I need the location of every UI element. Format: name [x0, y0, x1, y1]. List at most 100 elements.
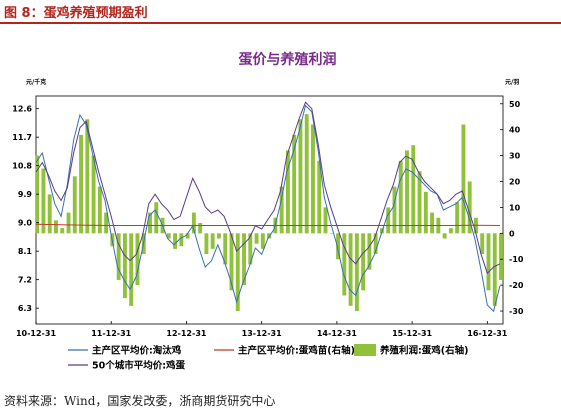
right-tick-label: 0 — [509, 229, 515, 238]
profit-bar — [85, 119, 90, 234]
right-tick-label: -30 — [509, 307, 524, 316]
profit-bar — [423, 191, 428, 234]
legend-label-egg: 50个城市平均价:鸡蛋 — [92, 360, 186, 372]
profit-bar — [148, 212, 152, 234]
profit-bar — [129, 233, 134, 306]
right-tick-label: 40 — [509, 126, 521, 135]
profit-bar — [354, 233, 359, 312]
profit-bar — [323, 207, 328, 234]
figure-header: 图 8：蛋鸡养殖预期盈利 — [0, 0, 561, 24]
profit-bar — [386, 207, 391, 234]
profit-bar — [54, 220, 58, 234]
profit-bar — [311, 124, 315, 234]
profit-bar — [166, 233, 171, 239]
profit-bar — [47, 194, 52, 234]
profit-bar — [336, 233, 340, 260]
profit-bar — [417, 171, 422, 234]
profit-bar — [242, 233, 246, 286]
profit-bar — [361, 233, 366, 291]
legend-label-hen: 主产区平均价:淘汰鸡 — [92, 345, 182, 357]
left-tick-label: 9.0 — [18, 219, 33, 228]
chart-title: 蛋价与养殖利润 — [239, 51, 337, 68]
left-tick-label: 6.3 — [18, 304, 32, 313]
profit-bar — [405, 150, 409, 234]
profit-bar — [430, 212, 435, 234]
left-axis-unit: 元/千克 — [26, 78, 46, 86]
profit-bar — [367, 233, 372, 270]
profit-bar — [373, 233, 378, 255]
profit-bar — [229, 233, 234, 291]
profit-bar — [254, 233, 259, 244]
left-tick-label: 8.1 — [18, 247, 33, 256]
profit-bar — [486, 233, 491, 291]
profit-bar — [235, 233, 240, 312]
right-tick-label: -20 — [509, 281, 524, 290]
left-tick-label: 11.7 — [12, 133, 32, 142]
profit-bar — [91, 155, 96, 234]
left-tick-label: 9.9 — [18, 190, 33, 199]
left-tick-label: 7.2 — [18, 276, 32, 285]
right-tick-label: -10 — [509, 255, 524, 264]
profit-bar — [398, 160, 403, 234]
profit-bar — [285, 150, 290, 234]
x-tick-label: 12-12-31 — [166, 329, 206, 338]
profit-bar — [60, 228, 65, 234]
profit-bar — [411, 145, 416, 234]
x-tick-label: 16-12-31 — [467, 329, 507, 338]
profit-bar — [79, 134, 83, 234]
left-tick-label: 12.6 — [12, 105, 32, 114]
profit-bar — [122, 233, 127, 299]
profit-bar — [292, 134, 297, 234]
x-tick-label: 13-12-31 — [242, 329, 282, 338]
profit-bar — [204, 233, 209, 255]
profit-bar — [191, 212, 196, 234]
profit-bar — [97, 186, 102, 234]
profit-bar — [210, 233, 215, 249]
profit-bar — [392, 186, 397, 234]
series-line-hen_line — [35, 104, 501, 313]
figure-title: 图 8：蛋鸡养殖预期盈利 — [4, 6, 148, 21]
profit-bar — [461, 124, 466, 234]
x-tick-label: 15-12-31 — [392, 329, 432, 338]
profit-bar — [173, 233, 178, 249]
profit-bar — [248, 233, 253, 265]
profit-bar — [448, 228, 453, 234]
figure-source: 资料来源：Wind，国家发改委，浙商期货研究中心 — [4, 394, 276, 408]
profit-bar — [198, 222, 203, 234]
profit-bar — [492, 233, 497, 306]
profit-bar — [217, 233, 221, 239]
profit-bar — [304, 114, 309, 234]
profit-bar — [279, 186, 284, 234]
profit-bar — [455, 202, 460, 234]
right-tick-label: 50 — [509, 100, 521, 109]
profit-bar — [467, 181, 472, 234]
profit-bar — [116, 233, 121, 280]
legend-label-profit: 养殖利润:蛋鸡(右轴) — [379, 345, 468, 357]
x-tick-label: 10-12-31 — [16, 329, 56, 338]
chart-panel: 蛋价与养殖利润元/千克 元/羽 6.3 7.2 8.1 9.0 9.9 10.8 11.7 12.… — [2, 32, 559, 384]
x-tick-label: 11-12-31 — [91, 329, 131, 338]
profit-bar — [442, 233, 447, 239]
profit-bar — [72, 176, 77, 234]
series-line-egg_line — [35, 101, 501, 275]
profit-bar — [260, 233, 265, 249]
profit-bar — [329, 233, 334, 234]
profit-bar — [154, 202, 159, 234]
profit-bar — [342, 233, 347, 296]
legend-label-chick: 主产区平均价:蛋鸡苗(右轴) — [238, 345, 355, 357]
profit-bar — [185, 233, 190, 239]
profit-bar — [317, 160, 322, 234]
profit-bar — [499, 233, 503, 280]
profit-bar — [298, 119, 303, 234]
profit-bar — [179, 233, 184, 247]
profit-bar — [135, 233, 140, 286]
right-axis-unit: 元/羽 — [505, 78, 519, 86]
plot-frame — [35, 95, 504, 325]
profit-bar — [41, 168, 46, 234]
right-tick-label: 20 — [509, 178, 521, 187]
right-tick-label: 10 — [509, 203, 521, 212]
left-tick-label: 10.8 — [12, 162, 32, 171]
profit-bar — [66, 212, 71, 234]
series-line-chick_line — [35, 223, 500, 226]
